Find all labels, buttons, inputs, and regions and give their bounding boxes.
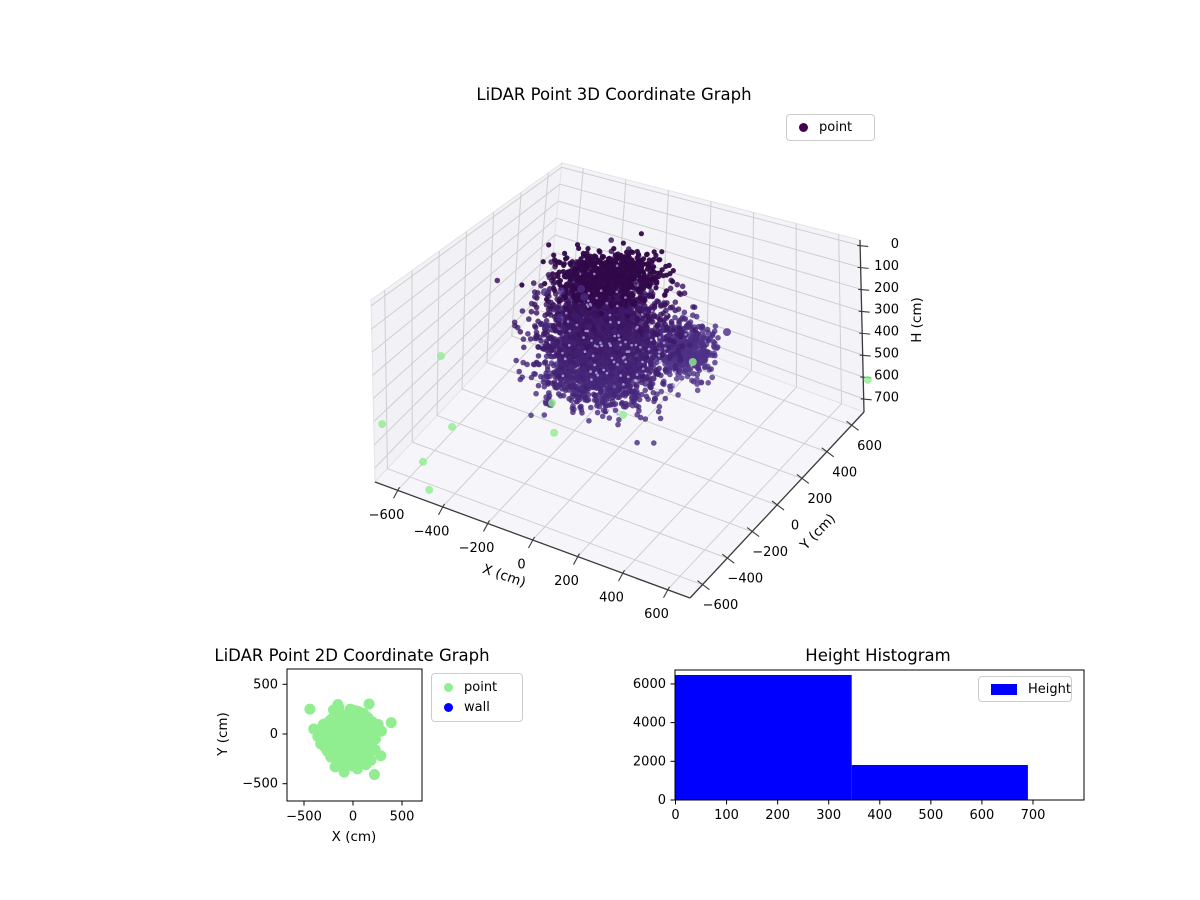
- legend-item-point-3d: point: [787, 118, 874, 138]
- svg-text:−600: −600: [703, 598, 739, 613]
- outlier-point: [723, 328, 731, 337]
- zaxis-label-3d: H (cm): [909, 297, 925, 343]
- svg-text:200: 200: [554, 574, 579, 589]
- title-3d: LiDAR Point 3D Coordinate Graph: [476, 85, 752, 104]
- outlier-point: [425, 485, 434, 494]
- title-2d: LiDAR Point 2D Coordinate Graph: [214, 646, 490, 665]
- svg-text:−400: −400: [414, 524, 450, 539]
- scatter-points-3d: [494, 231, 721, 446]
- svg-text:300: 300: [874, 303, 899, 318]
- svg-text:600: 600: [857, 439, 882, 454]
- outlier-point: [550, 428, 559, 437]
- yaxis-label-2d: Y (cm): [215, 712, 231, 756]
- outlier-point: [378, 420, 387, 429]
- legend-label: point: [464, 680, 498, 695]
- svg-text:400: 400: [832, 465, 857, 480]
- svg-text:200: 200: [807, 492, 832, 507]
- svg-text:700: 700: [874, 390, 899, 405]
- outlier-point: [688, 358, 697, 366]
- svg-text:−200: −200: [459, 541, 495, 556]
- legend-item-wall-2d: wall: [432, 698, 522, 718]
- outlier-point: [540, 374, 549, 383]
- outlier-point: [385, 717, 397, 729]
- outlier-point: [548, 398, 557, 407]
- legend-3d: point: [786, 114, 875, 141]
- outlier-point: [580, 293, 589, 302]
- scatter-points-2d: [304, 698, 397, 780]
- svg-text:200: 200: [874, 281, 899, 296]
- svg-text:−200: −200: [752, 545, 788, 560]
- legend-item-point-2d: point: [432, 678, 522, 698]
- outlier-point: [448, 422, 457, 431]
- svg-text:100: 100: [874, 259, 899, 274]
- svg-text:0: 0: [791, 519, 799, 534]
- hist-bar: [675, 675, 852, 800]
- height-marker-icon: [991, 683, 1017, 695]
- outlier-point: [577, 284, 586, 293]
- svg-text:600: 600: [644, 607, 669, 622]
- outlier-point: [556, 313, 565, 322]
- xaxis-label-2d: X (cm): [331, 829, 377, 845]
- svg-text:400: 400: [599, 591, 624, 606]
- plot2d-frame: [286, 668, 423, 802]
- outlier-point: [557, 287, 566, 296]
- outlier-point: [619, 410, 627, 419]
- outlier-point: [542, 322, 550, 331]
- wall-marker-icon: [444, 703, 453, 712]
- point-marker-icon: [799, 123, 808, 132]
- title-histogram: Height Histogram: [805, 646, 951, 665]
- svg-text:0: 0: [517, 558, 525, 573]
- outlier-point: [419, 457, 427, 466]
- svg-text:0: 0: [891, 237, 899, 252]
- svg-text:−600: −600: [369, 508, 405, 523]
- outlier-point: [540, 288, 549, 297]
- svg-text:400: 400: [874, 325, 899, 340]
- legend-label: Height: [1028, 681, 1071, 697]
- outlier-point: [863, 375, 872, 384]
- hist-bar: [851, 765, 1028, 800]
- scatter-outliers-3d: [378, 284, 872, 494]
- svg-text:600: 600: [874, 368, 899, 383]
- legend-2d: point wall: [431, 673, 523, 722]
- outlier-point: [304, 703, 316, 715]
- legend-label: point: [819, 120, 853, 135]
- svg-text:−400: −400: [727, 572, 763, 587]
- outlier-point: [436, 352, 445, 360]
- point-marker-icon: [444, 683, 453, 692]
- legend-histogram: Height: [978, 676, 1072, 702]
- hist-bars: [675, 675, 1028, 800]
- legend-label: wall: [464, 700, 490, 715]
- legend-item-height: Height: [979, 679, 1071, 699]
- plot3d-tick-labels: −600−400−2000200400600−600−400−200020040…: [369, 237, 899, 622]
- svg-text:500: 500: [874, 347, 899, 362]
